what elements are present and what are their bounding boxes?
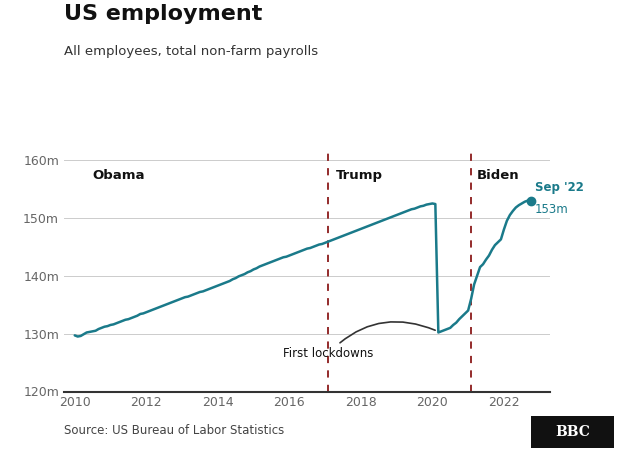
Text: First lockdowns: First lockdowns <box>283 322 435 360</box>
Text: BBC: BBC <box>556 425 590 439</box>
Text: Sep '22: Sep '22 <box>535 180 584 194</box>
Text: US employment: US employment <box>64 4 262 24</box>
Text: Obama: Obama <box>93 169 145 182</box>
Text: Biden: Biden <box>477 169 520 182</box>
Text: Source: US Bureau of Labor Statistics: Source: US Bureau of Labor Statistics <box>64 423 284 436</box>
Text: All employees, total non-farm payrolls: All employees, total non-farm payrolls <box>64 45 318 58</box>
Text: 153m: 153m <box>535 203 569 216</box>
Text: Trump: Trump <box>336 169 383 182</box>
